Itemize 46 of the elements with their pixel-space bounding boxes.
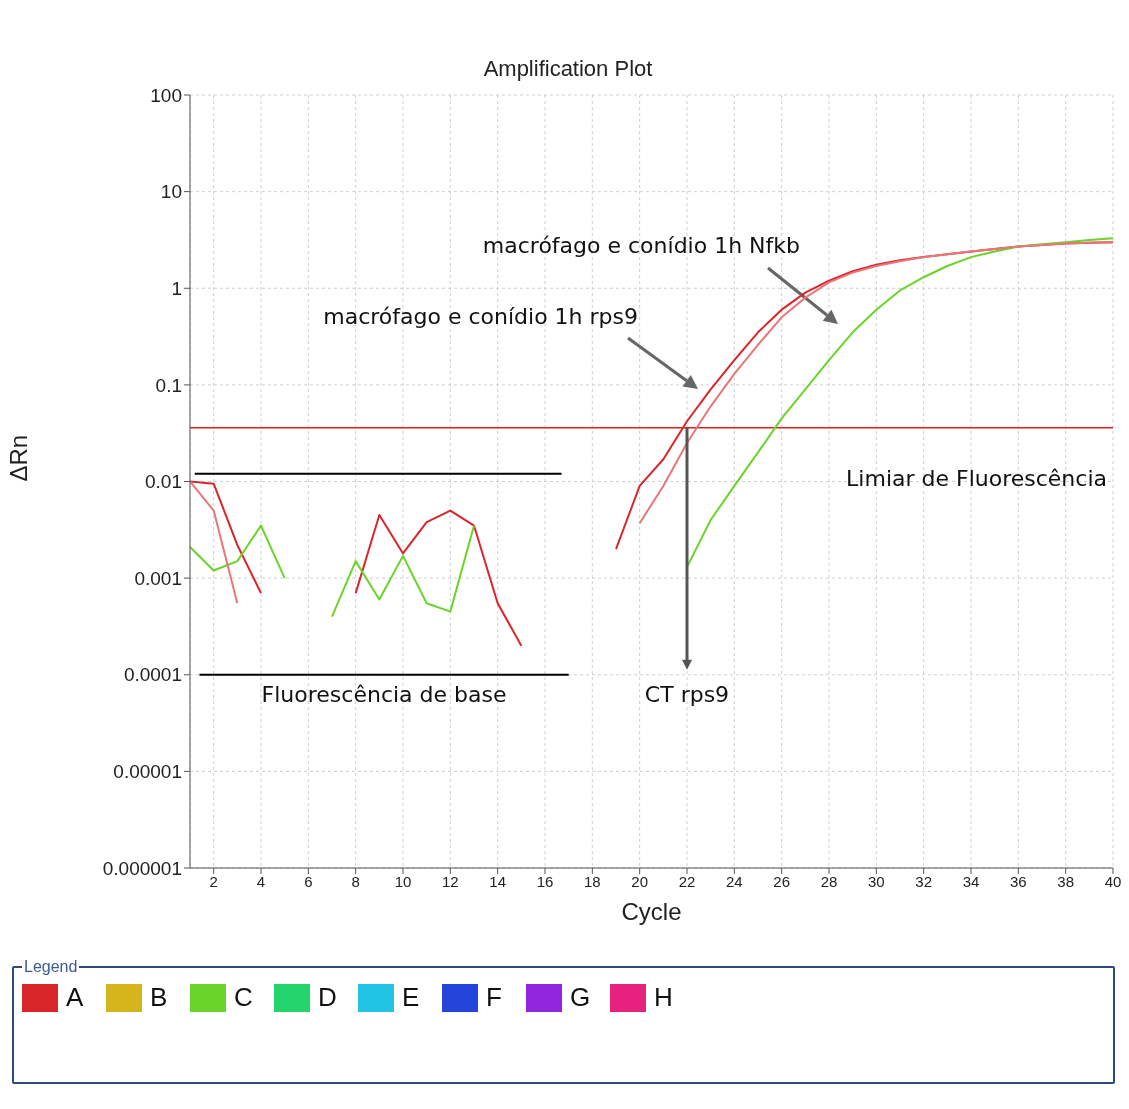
y-tick-label: 0.00001	[113, 761, 182, 783]
y-tick-label: 0.01	[145, 471, 182, 493]
legend-label: A	[66, 982, 84, 1013]
x-tick-label: 6	[304, 872, 313, 890]
legend-label: H	[654, 982, 673, 1013]
x-tick-label: 10	[394, 872, 412, 890]
x-tick-label: 40	[1104, 872, 1122, 890]
x-tick-label: 18	[583, 872, 601, 890]
annotation: macrófago e conídio 1h rps9	[323, 304, 638, 329]
legend-label: B	[150, 982, 168, 1013]
y-tick-label: 1	[171, 277, 182, 299]
legend-label: F	[486, 982, 502, 1013]
y-axis-title: ΔRn	[4, 434, 32, 482]
legend-label: E	[402, 982, 420, 1013]
y-tick-label: 0.000001	[102, 857, 182, 879]
annotation: CT rps9	[644, 681, 730, 707]
x-tick-label: 20	[631, 872, 649, 890]
legend-title: Legend	[23, 958, 79, 976]
ref-line-label: Limiar de Fluorescência	[846, 465, 1107, 491]
x-tick-label: 4	[256, 872, 266, 890]
y-tick-label: 0.001	[134, 567, 182, 589]
x-tick-label: 16	[536, 872, 554, 890]
x-axis-title: Cycle	[621, 898, 682, 925]
chart-title: Amplification Plot	[483, 56, 653, 81]
x-tick-label: 22	[678, 872, 696, 890]
y-tick-label: 0.1	[155, 374, 182, 396]
x-tick-label: 30	[867, 872, 885, 890]
x-tick-label: 38	[1057, 872, 1075, 890]
legend-label: D	[318, 982, 337, 1013]
annotation: macrófago e conídio 1h Nfkb	[482, 233, 800, 258]
ref-line-label: Fluorescência de base	[261, 682, 507, 708]
x-tick-label: 8	[351, 872, 360, 890]
y-tick-label: 0.0001	[123, 664, 182, 686]
x-tick-label: 2	[209, 872, 218, 890]
legend-label: C	[234, 982, 253, 1013]
x-tick-label: 26	[773, 872, 791, 890]
x-tick-label: 36	[1009, 872, 1027, 890]
x-tick-label: 12	[441, 872, 459, 890]
x-tick-label: 32	[915, 872, 933, 890]
x-tick-label: 24	[725, 872, 743, 890]
x-tick-label: 34	[962, 872, 980, 890]
y-tick-label: 100	[150, 84, 182, 106]
y-tick-label: 10	[160, 181, 182, 203]
x-tick-label: 28	[820, 872, 838, 890]
x-tick-label: 14	[489, 872, 507, 890]
legend-label: G	[570, 982, 591, 1013]
